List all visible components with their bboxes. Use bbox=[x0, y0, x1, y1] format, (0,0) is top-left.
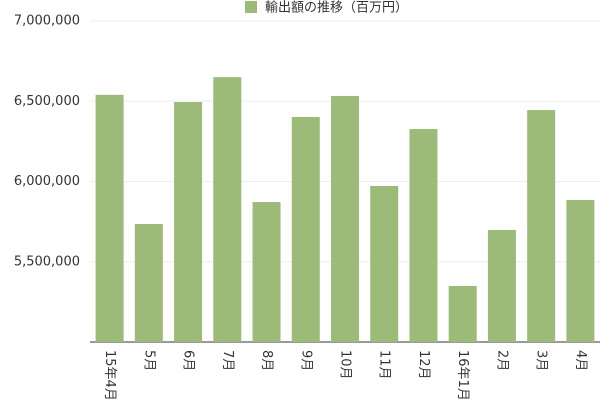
y-tick-label: 7,000,000 bbox=[14, 14, 80, 29]
bar bbox=[174, 102, 203, 343]
bar bbox=[370, 185, 399, 342]
x-tick-label: 6月 bbox=[181, 350, 196, 371]
x-tick-label: 16年1月 bbox=[455, 350, 470, 401]
x-tick-label: 8月 bbox=[259, 350, 274, 371]
x-tick-label: 12月 bbox=[416, 350, 431, 380]
x-tick-label: 10月 bbox=[338, 350, 353, 380]
x-tick-label: 7月 bbox=[220, 350, 235, 371]
y-tick-label: 6,000,000 bbox=[14, 174, 80, 189]
x-tick-label: 5月 bbox=[141, 350, 156, 371]
x-tick-label: 11月 bbox=[377, 350, 392, 380]
legend-swatch bbox=[245, 1, 257, 13]
bar bbox=[448, 285, 477, 342]
bar bbox=[331, 95, 359, 343]
bar bbox=[487, 229, 516, 342]
x-tick-label: 2月 bbox=[494, 350, 509, 371]
x-tick-label: 15年4月 bbox=[102, 350, 117, 401]
x-tick-label: 3月 bbox=[534, 350, 549, 371]
bar bbox=[213, 77, 242, 343]
legend-label: 輸出額の推移（百万円） bbox=[265, 1, 408, 16]
bar bbox=[566, 199, 595, 342]
y-tick-label: 6,500,000 bbox=[14, 94, 80, 109]
y-tick-label: 5,500,000 bbox=[14, 254, 80, 269]
x-tick-label: 4月 bbox=[573, 350, 588, 371]
x-tick-label: 9月 bbox=[298, 350, 313, 371]
bar bbox=[409, 129, 438, 342]
bar bbox=[527, 110, 556, 342]
bar bbox=[252, 202, 281, 342]
bar bbox=[134, 224, 163, 342]
bar bbox=[291, 116, 320, 342]
bar bbox=[95, 94, 124, 342]
